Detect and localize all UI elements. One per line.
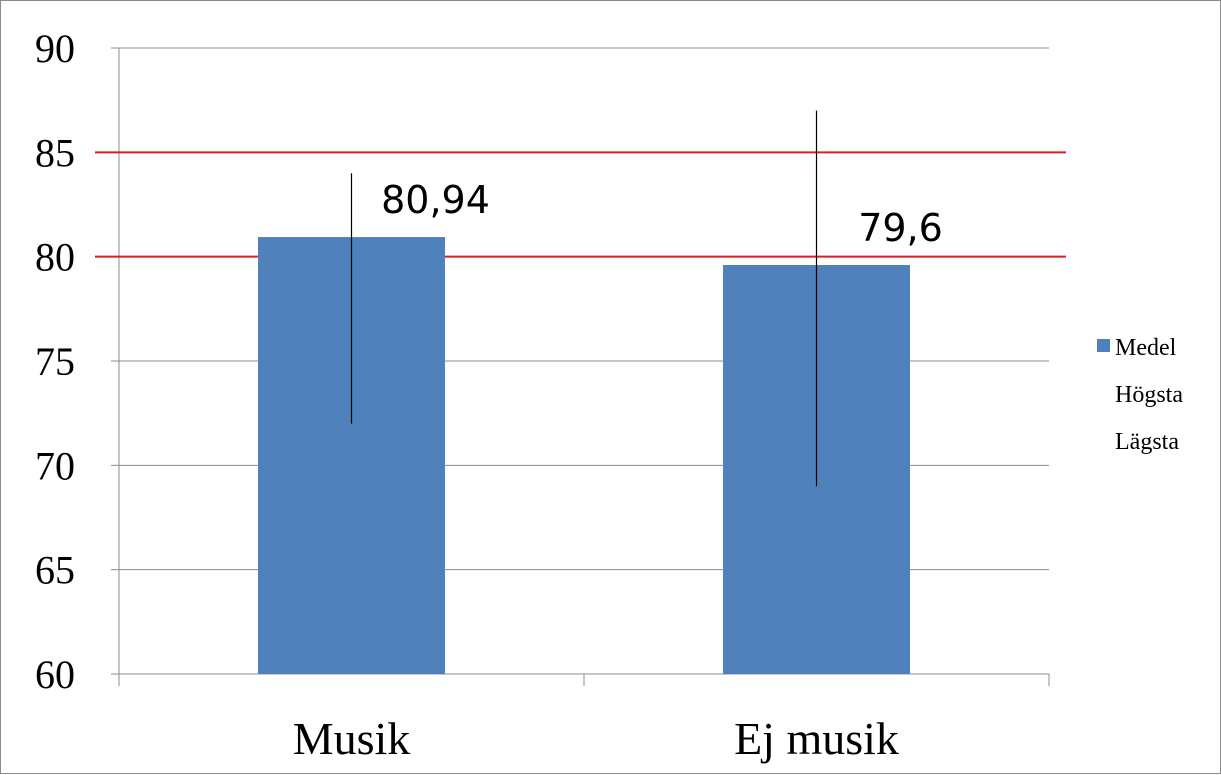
axes: 60 65 70 75 80 85 90: [35, 26, 1050, 697]
y-tick-label: 60: [35, 652, 75, 697]
data-label: 79,6: [858, 206, 943, 250]
y-tick-label: 75: [35, 339, 75, 384]
data-label: 80,94: [381, 178, 490, 222]
reference-lines: [95, 151, 1066, 258]
bars: [258, 237, 910, 674]
legend-label: Medel: [1115, 335, 1177, 361]
legend: Medel Högsta Lägsta: [1097, 335, 1183, 455]
legend-label: Lägsta: [1115, 429, 1179, 455]
error-bars: [350, 110, 818, 487]
labels: 80,94 Musik 79,6 Ej musik: [293, 178, 943, 764]
y-tick-label: 85: [35, 130, 75, 175]
y-tick-label: 65: [35, 548, 75, 593]
category-label: Ej musik: [734, 713, 899, 764]
category-label: Musik: [293, 713, 411, 764]
legend-label: Högsta: [1115, 382, 1183, 408]
legend-swatch: [1097, 339, 1110, 352]
y-tick-label: 80: [35, 235, 75, 280]
y-tick-label: 90: [35, 26, 75, 71]
y-tick-label: 70: [35, 443, 75, 488]
